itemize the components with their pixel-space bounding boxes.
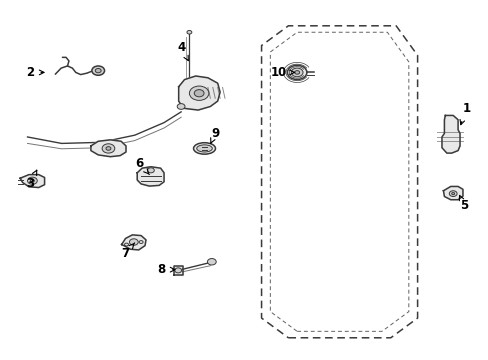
Polygon shape [178,76,220,110]
Circle shape [129,239,138,245]
Polygon shape [20,175,44,188]
Circle shape [186,31,191,34]
Circle shape [27,177,37,184]
Ellipse shape [196,145,212,152]
Polygon shape [441,116,459,153]
Circle shape [177,104,184,109]
Text: 3: 3 [26,170,37,190]
Text: 2: 2 [26,66,44,79]
Circle shape [451,193,454,195]
Text: 9: 9 [210,127,219,143]
Text: 6: 6 [135,157,149,175]
Polygon shape [122,235,146,250]
Text: 4: 4 [177,41,188,60]
Circle shape [30,179,34,182]
Circle shape [287,65,306,80]
Circle shape [174,268,181,273]
Polygon shape [137,167,163,186]
Circle shape [207,258,216,265]
Text: 7: 7 [121,243,134,260]
Polygon shape [443,186,462,200]
Circle shape [291,68,303,77]
Circle shape [106,147,111,150]
Circle shape [95,68,101,73]
Circle shape [194,90,203,97]
Circle shape [189,86,208,100]
Ellipse shape [193,143,215,154]
Circle shape [294,71,299,74]
Circle shape [92,66,104,75]
Text: 10: 10 [270,66,294,79]
Text: 1: 1 [459,102,469,125]
Text: 8: 8 [157,263,175,276]
Circle shape [147,168,154,173]
Circle shape [448,191,456,197]
Polygon shape [173,266,182,275]
Polygon shape [91,140,126,157]
Text: 5: 5 [458,195,467,212]
Circle shape [102,144,115,153]
